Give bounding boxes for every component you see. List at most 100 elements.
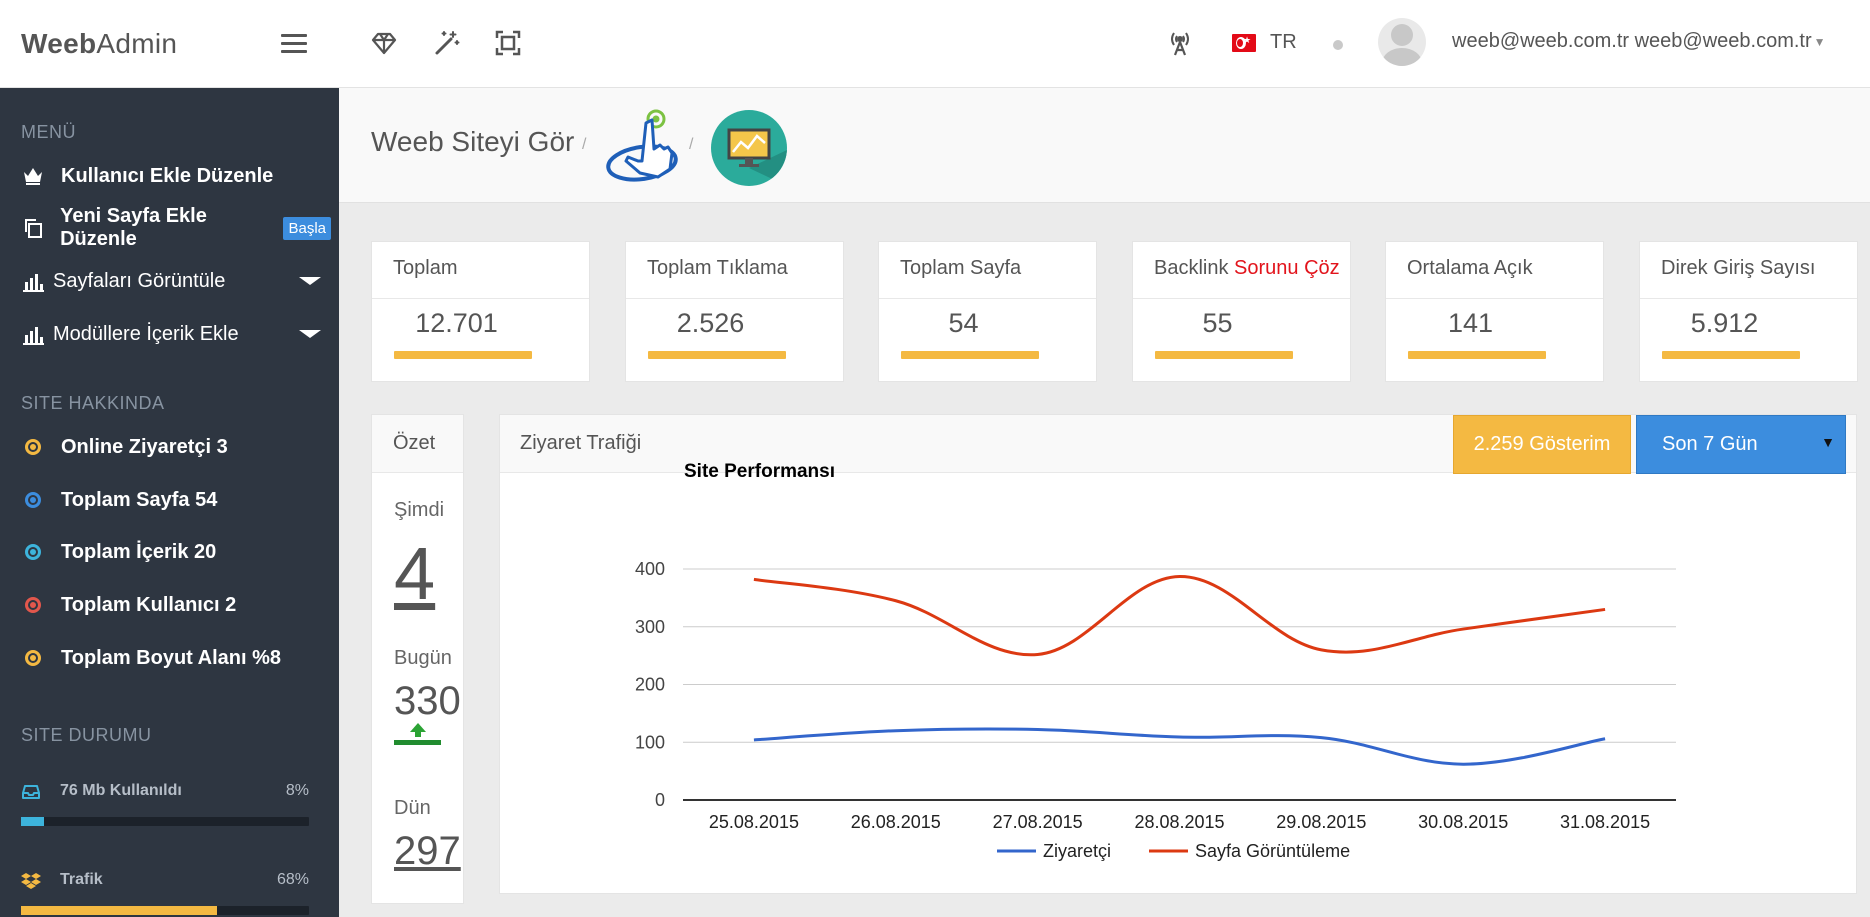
stat-card-title-text: Backlink [1154,257,1235,279]
circle-dot-icon [25,597,41,613]
menu-toggle-icon[interactable] [281,34,307,54]
stat-card-bar [1155,351,1293,359]
avatar[interactable] [1378,18,1426,66]
about-online-visitors[interactable]: Online Ziyaretçi 3 [21,429,331,465]
stat-card-value: 2.526 [676,308,745,338]
x-tick-label: 29.08.2015 [1276,812,1366,832]
user-menu[interactable]: weeb@weeb.com.tr weeb@weeb.com.tr ▼ [1452,30,1826,53]
brand-logo[interactable]: Weeb Admin [0,0,339,88]
stat-card-pages: Toplam Sayfa 54 [878,241,1097,382]
copy-icon [21,216,44,240]
x-tick-label: 30.08.2015 [1418,812,1508,832]
page-title[interactable]: Weeb Siteyi Gör [371,126,575,157]
x-tick-label: 25.08.2015 [709,812,799,832]
stat-card-total: Toplam 12.701 [371,241,590,382]
turkey-flag-icon [1232,33,1256,52]
summary-panel: Özet Şimdi 4 Bugün 330 Dün 297 [371,414,464,904]
magic-wand-icon[interactable] [432,28,462,58]
fix-problem-link[interactable]: Sorunu Çöz [1234,257,1340,279]
stat-card-title: Ortalama Açık [1386,242,1603,299]
x-tick-label: 27.08.2015 [993,812,1083,832]
stat-card-value: 54 [948,308,979,338]
about-label: Toplam İçerik 20 [61,540,217,563]
circle-dot-icon [25,544,41,560]
stat-card-direct-entries: Direk Giriş Sayısı 5.912 [1639,241,1858,382]
start-badge[interactable]: Başla [283,216,331,240]
traffic-percent: 68% [276,871,309,888]
inbox-icon [21,782,41,802]
bar-chart-icon [21,269,45,293]
sidebar-item-label: Modüllere İçerik Ekle [53,322,239,345]
traffic-fill [21,906,217,915]
up-arrow-stem [415,731,421,737]
language-selector[interactable]: TR [1232,31,1297,54]
impressions-button[interactable]: 2.259 Gösterim [1453,415,1631,474]
menu-section-title: MENÜ [21,122,76,142]
date-range-select[interactable]: Son 7 Gün ▼ [1636,415,1846,474]
x-tick-label: 26.08.2015 [851,812,941,832]
disk-usage-label: 76 Mb Kullanıldı [60,782,182,799]
breadcrumb-separator: / [689,136,694,153]
diamond-icon[interactable] [369,28,399,58]
stat-card-title: Toplam Tıklama [626,242,843,299]
breadcrumb-separator: / [582,136,587,153]
stat-card-bar [1662,351,1800,359]
about-total-pages[interactable]: Toplam Sayfa 54 [21,482,331,518]
user-email: weeb@weeb.com.tr weeb@weeb.com.tr [1452,30,1812,52]
sidebar-item-label: Yeni Sayfa Ekle Düzenle [60,205,207,250]
about-label: Toplam Sayfa 54 [61,488,218,511]
stat-card-average: Ortalama Açık 141 [1385,241,1604,382]
brand-bold: Weeb [21,28,97,59]
about-label: Toplam Boyut Alanı %8 [61,646,282,669]
monitor-chart-icon[interactable] [711,110,787,186]
chart-title: Site Performansı [684,461,835,482]
about-label: Online Ziyaretçi 3 [61,435,228,458]
stat-card-clicks: Toplam Tıklama 2.526 [625,241,844,382]
yesterday-label: Dün [394,797,431,819]
series-line-pageviews [753,575,1606,657]
broadcast-icon[interactable] [1165,28,1195,58]
breadcrumb: Weeb Siteyi Gör / / [339,88,1870,203]
stat-card-value: 5.912 [1690,308,1759,338]
fullscreen-icon[interactable] [493,28,523,58]
stat-card-title: Toplam [372,242,589,299]
sidebar-item-modules[interactable]: Modüllere İçerik Ekle [21,316,331,352]
dropdown-arrow-icon [299,277,321,285]
up-arrow-icon [410,723,426,732]
sidebar-item-label: Sayfaları Görüntüle [53,269,226,292]
language-label: TR [1270,31,1297,53]
about-label: Toplam Kullanıcı 2 [61,593,237,616]
x-tick-label: 28.08.2015 [1134,812,1224,832]
disk-usage-bar [21,817,309,826]
stat-card-title: Toplam Sayfa [879,242,1096,299]
stat-card-value: 141 [1447,308,1494,338]
legend-label: Sayfa Görüntüleme [1195,841,1350,861]
stat-card-bar [901,351,1039,359]
stat-card-value: 12.701 [415,308,498,338]
traffic-panel: Ziyaret Trafiği 2.259 Gösterim Son 7 Gün… [499,414,1857,894]
yesterday-value[interactable]: 297 [394,829,461,873]
stat-card-bar [648,351,786,359]
sidebar-item-view-pages[interactable]: Sayfaları Görüntüle [21,263,331,299]
stat-card-backlink: Backlink Sorunu Çöz 55 [1132,241,1351,382]
today-value: 330 [394,679,461,723]
pointing-hand-icon[interactable] [604,105,684,185]
about-total-content[interactable]: Toplam İçerik 20 [21,534,331,570]
y-tick-label: 400 [635,559,665,579]
dropdown-arrow-icon [299,330,321,338]
about-total-users[interactable]: Toplam Kullanıcı 2 [21,587,331,623]
circle-dot-icon [25,492,41,508]
about-total-size[interactable]: Toplam Boyut Alanı %8 [21,640,331,676]
sidebar-item-label: Kullanıcı Ekle Düzenle [61,164,274,187]
now-value[interactable]: 4 [394,532,436,615]
trend-underline [394,740,441,745]
x-tick-label: 31.08.2015 [1560,812,1650,832]
stat-card-value: 55 [1202,308,1233,338]
site-performance-chart: Site Performansı 0 100 200 300 400 25.08.2015 2… [635,461,1676,861]
sidebar-item-users[interactable]: Kullanıcı Ekle Düzenle [21,158,331,194]
sidebar-item-pages[interactable]: Yeni Sayfa Ekle Düzenle Başla [21,205,331,250]
sidebar: MENÜ Kullanıcı Ekle Düzenle Yeni Sayfa E… [0,88,339,917]
date-range-value: Son 7 Gün [1662,433,1758,455]
legend-label: Ziyaretçi [1043,841,1111,861]
